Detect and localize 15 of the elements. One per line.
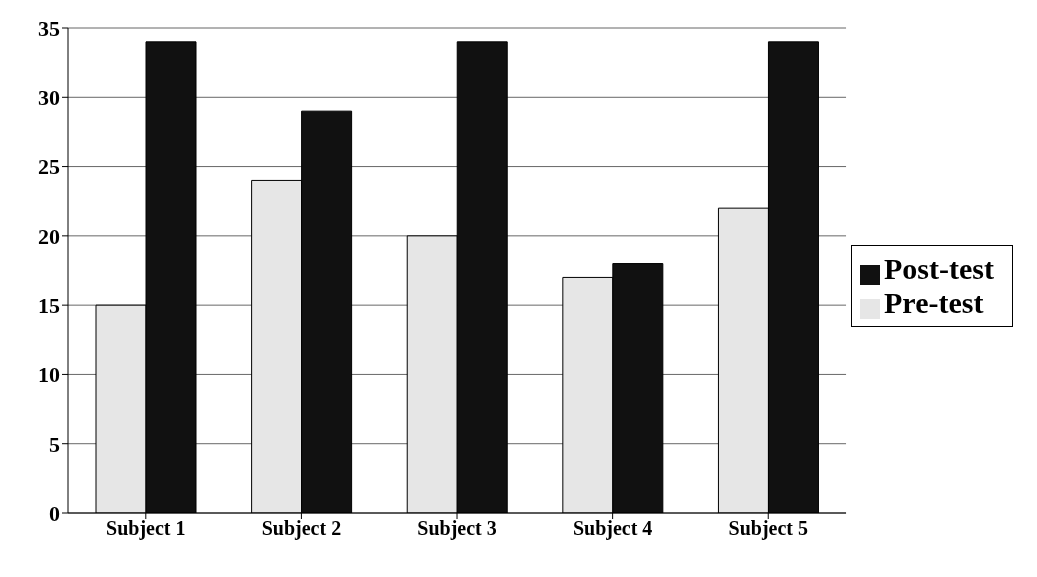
y-tick-label: 25: [38, 154, 60, 180]
y-tick-label: 10: [38, 362, 60, 388]
legend-label: Post-test: [884, 251, 994, 285]
y-tick-label: 30: [38, 85, 60, 111]
y-tick-label: 20: [38, 223, 60, 249]
x-tick-label: Subject 4: [572, 517, 653, 541]
y-tick-label: 5: [49, 431, 60, 457]
x-tick-label: Subject 1: [106, 517, 186, 541]
legend-label: Pre-test: [884, 285, 984, 319]
y-tick-label: 0: [49, 500, 60, 526]
y-tick-label: 15: [38, 292, 60, 318]
x-tick-label: Subject 5: [728, 517, 808, 541]
x-tick-label: Subject 3: [417, 517, 497, 541]
x-tick-label: Subject 2: [261, 517, 342, 541]
y-tick-label: 35: [38, 15, 60, 41]
